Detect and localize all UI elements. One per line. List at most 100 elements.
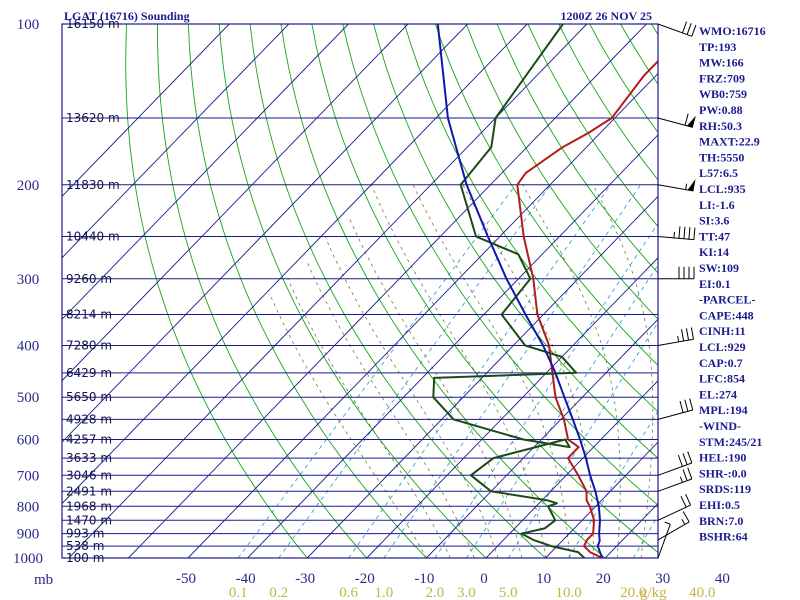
mixing-ratio-line <box>237 184 517 558</box>
dewpoint-profile-line <box>432 24 585 558</box>
isotherm-line <box>62 24 528 505</box>
dry-adiabat-line <box>775 24 800 569</box>
index-value: MPL:194 <box>699 403 748 417</box>
isotherm-line <box>68 24 588 558</box>
height-level-label: 5650 m <box>66 390 112 404</box>
mixing-ratio-tick-labels: 0.1 0.2 0.6 1.0 2.0 3.0 5.0 10.0 20.0 40.0 <box>229 585 716 600</box>
isotherm-line <box>784 24 800 558</box>
isotherm-line <box>62 24 468 443</box>
mixing-ratio-line <box>466 264 658 558</box>
dry-adiabat-line <box>157 24 368 558</box>
isotherm-line <box>545 441 658 558</box>
index-value: WB0:759 <box>699 87 747 101</box>
mixing-ratio-line <box>507 321 658 558</box>
sounding-profiles <box>432 24 658 558</box>
wind-barb <box>657 451 693 476</box>
moist-adiabat-line <box>348 217 523 558</box>
pressure-tick-label: 1000 <box>13 551 43 567</box>
mixing-ratio-line <box>278 184 552 558</box>
mixing-ratio-tick-label: 0.2 <box>269 585 288 600</box>
index-value: TP:193 <box>699 40 736 54</box>
pressure-tick-label: 200 <box>17 178 40 194</box>
wind-barbs <box>657 21 697 559</box>
wind-barb <box>657 398 694 420</box>
height-level-label: 4928 m <box>66 412 112 426</box>
index-value: HEL:190 <box>699 451 746 465</box>
temperature-profile-line <box>516 59 658 558</box>
dry-adiabat-line <box>311 24 658 554</box>
mixing-ratio-tick-label: 10.0 <box>555 585 581 600</box>
temperature-tick-label: 0 <box>480 571 488 587</box>
index-value: LCL:929 <box>699 340 746 354</box>
mixing-ratio-unit-label: g/kg <box>640 585 667 600</box>
wind-barb <box>657 226 696 241</box>
pressure-tick-label: 400 <box>17 339 40 355</box>
index-value: SW:109 <box>699 261 739 275</box>
wind-barb <box>657 113 696 128</box>
height-level-label: 1968 m <box>66 499 112 513</box>
index-value: CINH:11 <box>699 324 746 338</box>
height-level-label: 4257 m <box>66 433 112 447</box>
plot-frame <box>61 23 659 559</box>
mixing-ratio-line <box>434 222 658 558</box>
wind-barb <box>657 511 690 541</box>
pressure-tick-label: 500 <box>17 390 40 406</box>
isotherm-line <box>128 24 647 558</box>
dry-adiabat-line <box>465 24 658 320</box>
height-level-label: 11830 m <box>66 178 120 192</box>
height-level-label: 10440 m <box>66 230 120 244</box>
dry-adiabat-line <box>496 24 658 274</box>
chart-time-label: 1200Z 26 NOV 25 <box>561 9 652 23</box>
index-value: FRZ:709 <box>699 71 745 85</box>
dry-adiabat-line <box>187 24 428 558</box>
height-level-label: 9260 m <box>66 272 112 286</box>
index-value: RH:50.3 <box>699 119 742 133</box>
dry-adiabat-line <box>404 24 658 413</box>
height-labels: 16150 m 13620 m 11830 m 10440 m 9260 m 8214 m… <box>66 17 120 565</box>
index-value: L57:6.5 <box>699 166 738 180</box>
index-value: TT:47 <box>699 229 730 243</box>
index-value: TH:5550 <box>699 150 744 164</box>
isotherm-line <box>426 318 658 558</box>
temperature-tick-label: -20 <box>355 571 375 587</box>
index-value: SI:3.6 <box>699 214 729 228</box>
moist-adiabat-line <box>522 184 621 558</box>
height-level-label: 993 m <box>66 527 104 541</box>
wind-barb <box>657 494 692 521</box>
index-value: PW:0.88 <box>699 103 743 117</box>
wind-barb <box>657 521 671 559</box>
height-level-label: 2491 m <box>66 484 112 498</box>
mixing-ratio-tick-label: 2.0 <box>426 585 445 600</box>
index-value: SRDS:119 <box>699 482 751 496</box>
index-value: LCL:935 <box>699 182 746 196</box>
index-value: WMO:16716 <box>699 24 766 38</box>
isotherm-line <box>62 24 290 259</box>
moist-adiabat-line <box>269 293 427 558</box>
mixing-ratio-tick-label: 5.0 <box>499 585 518 600</box>
index-value: SHR-:0.0 <box>699 466 747 480</box>
index-value: BRN:7.0 <box>699 514 743 528</box>
index-value: BSHR:64 <box>699 530 748 544</box>
temperature-tick-label: 20 <box>596 571 611 587</box>
index-value: EL:274 <box>699 387 737 401</box>
moist-adiabat-line <box>665 185 693 558</box>
index-value: KI:14 <box>699 245 729 259</box>
pressure-tick-label: 100 <box>17 17 40 33</box>
index-value: -WIND- <box>699 419 741 433</box>
plot-area <box>62 24 658 558</box>
wind-barb <box>657 179 696 192</box>
index-value: MW:166 <box>699 56 744 70</box>
pressure-tick-label: 800 <box>17 499 40 515</box>
index-value: -PARCEL- <box>699 293 755 307</box>
height-level-label: 6429 m <box>66 366 112 380</box>
isotherm-line <box>62 24 230 197</box>
isotherms <box>62 24 800 558</box>
index-value: STM:245/21 <box>699 435 762 449</box>
moist-adiabat-line <box>287 278 451 558</box>
dry-adiabat-line <box>373 24 658 459</box>
dry-adiabat-line <box>280 24 606 558</box>
mixing-ratio-tick-label: 20.0 <box>620 585 646 600</box>
height-level-label: 13620 m <box>66 111 120 125</box>
index-value: EHI:0.5 <box>699 498 740 512</box>
